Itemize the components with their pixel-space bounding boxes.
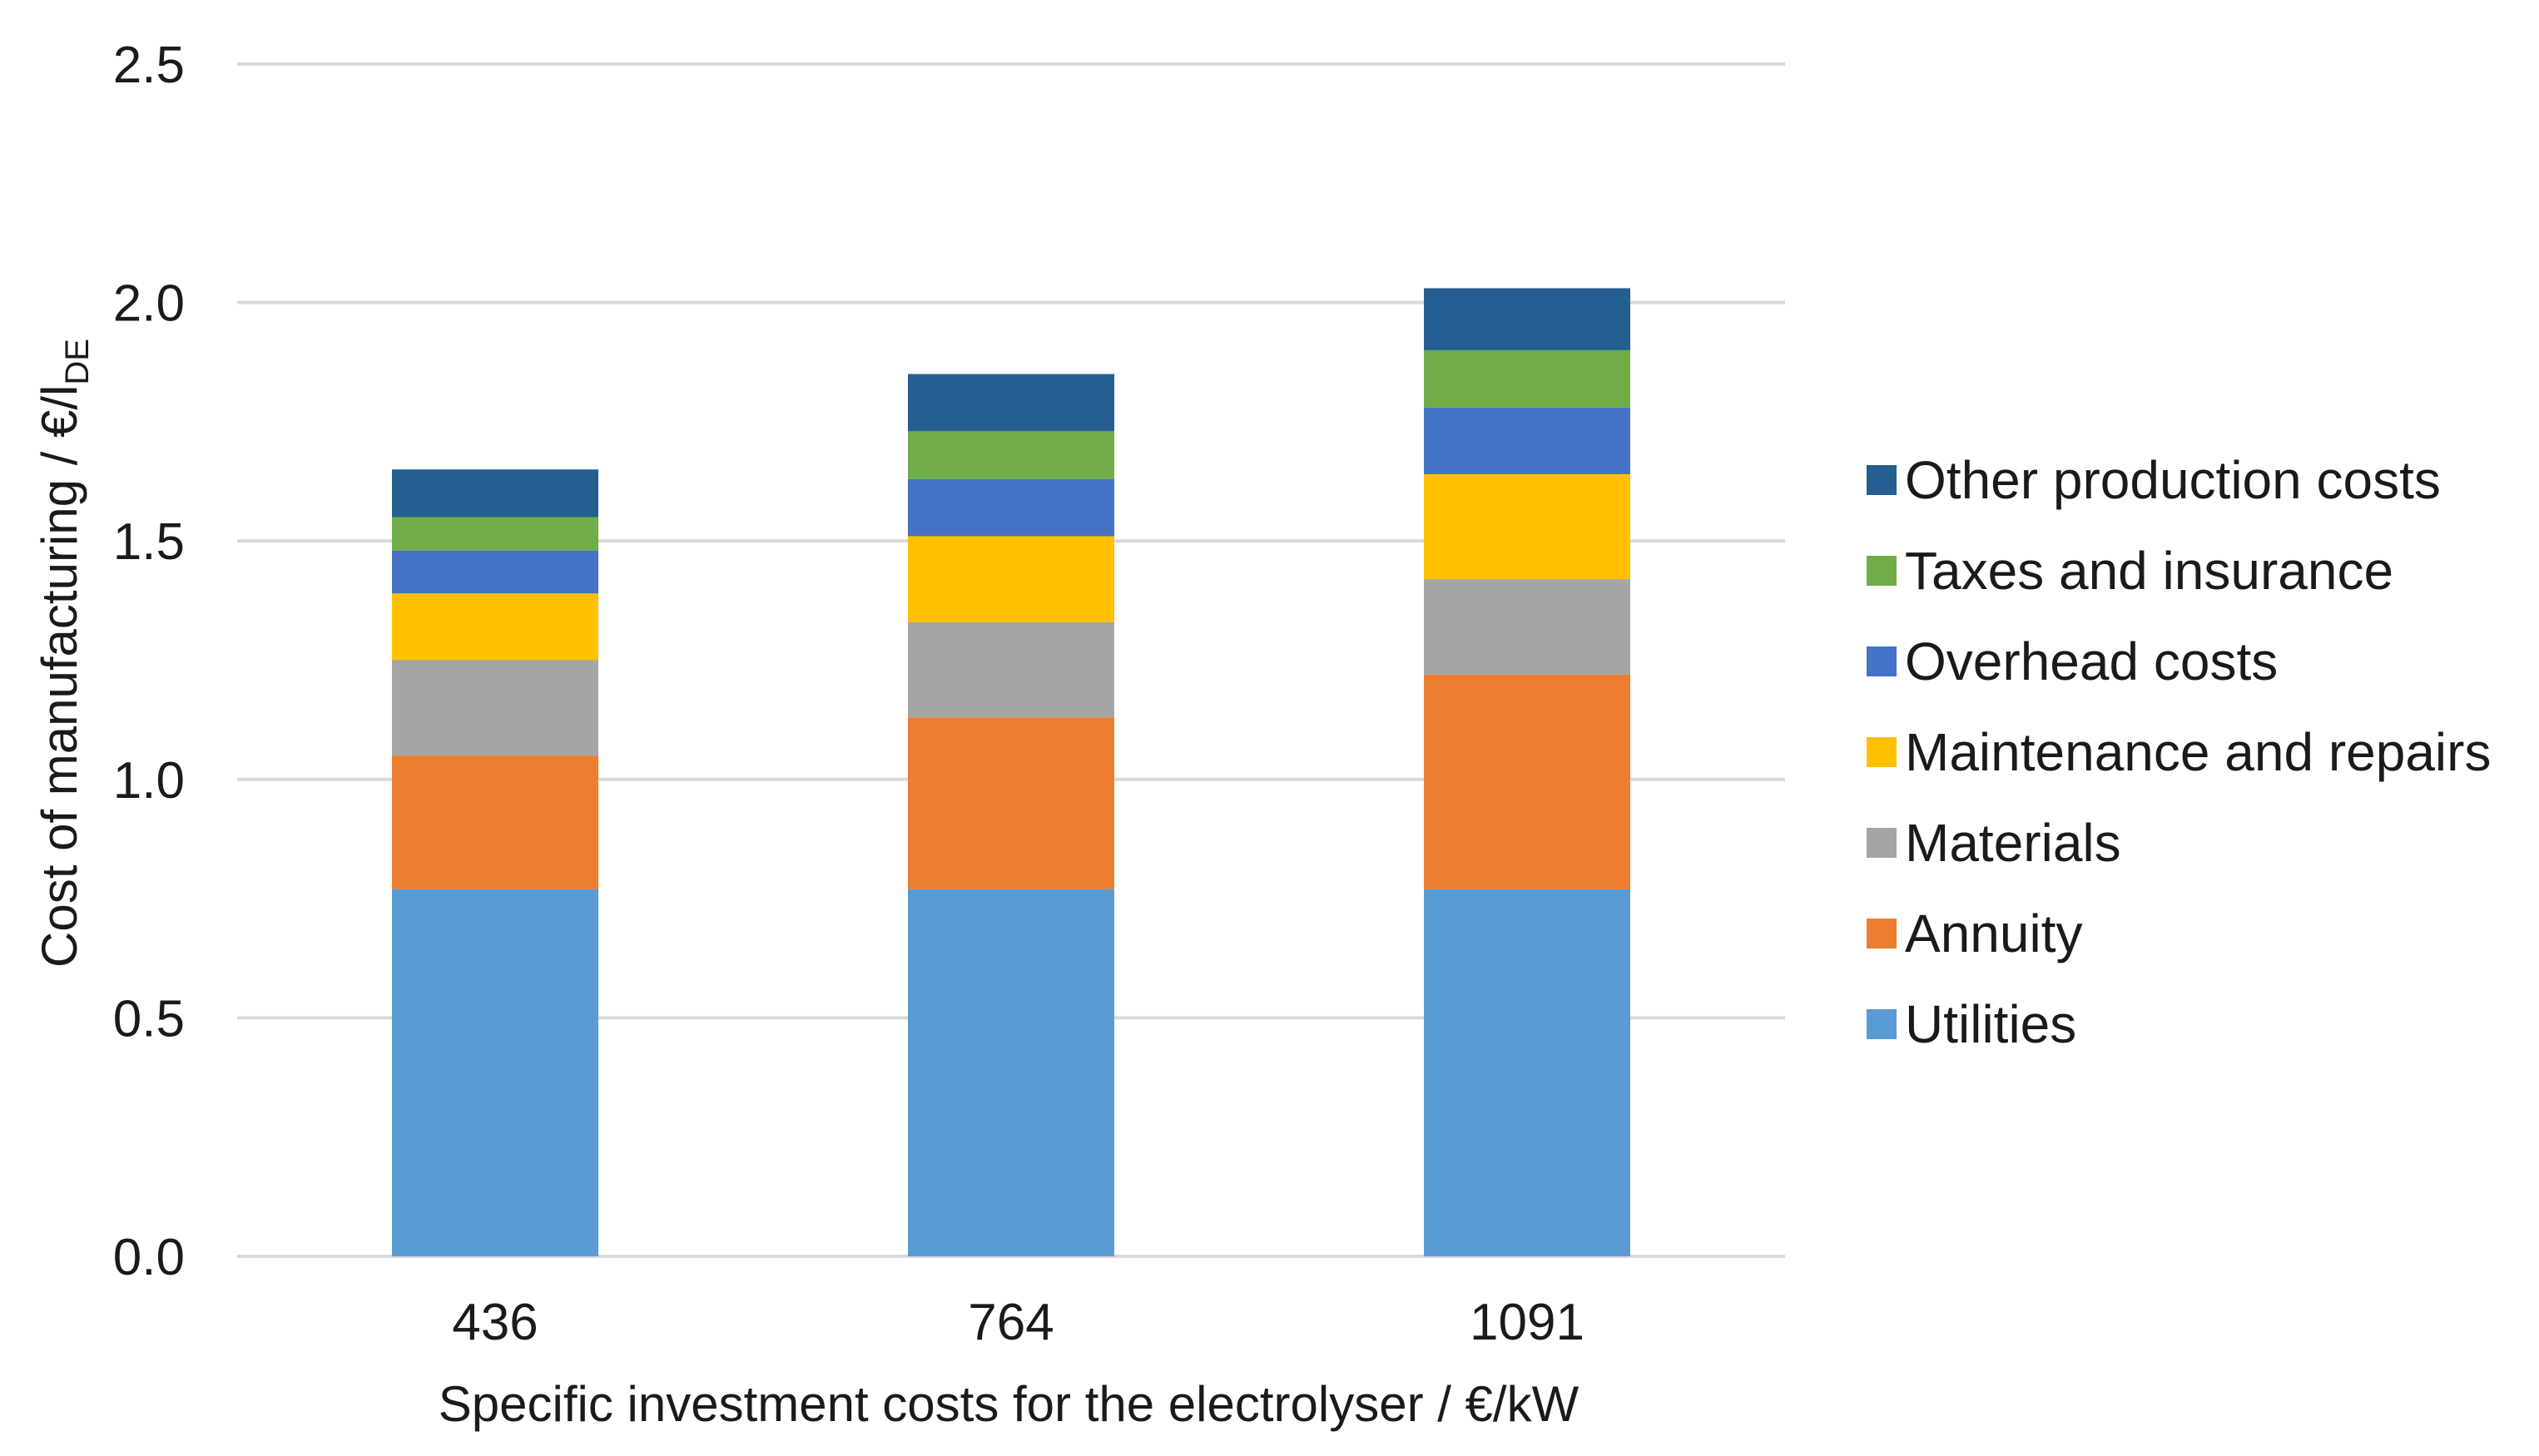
- bar-segment-annuity-1091: [1424, 674, 1630, 889]
- legend-swatch-overhead-costs: [1867, 646, 1897, 676]
- bar-segment-overhead-costs-1091: [1424, 407, 1630, 474]
- bar-segment-maintenance-and-repairs-1091: [1424, 473, 1630, 580]
- y-tick-label: 0.5: [113, 990, 185, 1047]
- bar-segment-other-production-costs-764: [908, 374, 1114, 432]
- x-tick-label: 436: [452, 1294, 538, 1351]
- bar-segment-maintenance-and-repairs-764: [908, 536, 1114, 622]
- x-tick-label: 764: [968, 1294, 1054, 1351]
- bar-segment-other-production-costs-436: [392, 469, 598, 518]
- bar-segment-materials-436: [392, 660, 598, 756]
- y-axis-title-main: Cost of manufacturing / €/l: [32, 385, 87, 968]
- bar-segment-materials-764: [908, 622, 1114, 718]
- legend: Other production costs Taxes and insuranc…: [1867, 450, 2491, 1054]
- bar-segment-overhead-costs-764: [908, 478, 1114, 537]
- legend-label: Maintenance and repairs: [1905, 722, 2491, 782]
- bar-segment-taxes-and-insurance-436: [392, 517, 598, 551]
- legend-swatch-materials: [1867, 828, 1897, 858]
- bar-segment-maintenance-and-repairs-436: [392, 593, 598, 661]
- bar-segment-utilities-764: [908, 889, 1114, 1256]
- y-axis-title-subscript: DE: [59, 339, 96, 385]
- legend-label: Annuity: [1905, 904, 2082, 963]
- y-tick-label: 2.5: [113, 37, 185, 94]
- legend-label: Taxes and insurance: [1905, 541, 2393, 601]
- bars: [392, 288, 1630, 1256]
- bar-segment-overhead-costs-436: [392, 550, 598, 594]
- bar-segment-taxes-and-insurance-764: [908, 431, 1114, 479]
- bar-segment-other-production-costs-1091: [1424, 288, 1630, 350]
- y-tick-label: 0.0: [113, 1229, 185, 1286]
- bar-segment-utilities-436: [392, 889, 598, 1256]
- bar-segment-materials-1091: [1424, 579, 1630, 675]
- legend-swatch-other-production-costs: [1867, 465, 1897, 495]
- legend-swatch-taxes-and-insurance: [1867, 556, 1897, 586]
- legend-label: Overhead costs: [1905, 631, 2278, 691]
- y-tick-label: 1.0: [113, 752, 185, 810]
- x-axis-ticks: 436 764 1091: [452, 1294, 1584, 1351]
- y-axis-ticks: 0.0 0.5 1.0 1.5 2.0 2.5: [113, 37, 185, 1286]
- legend-swatch-maintenance-and-repairs: [1867, 737, 1897, 767]
- y-tick-label: 2.0: [113, 275, 185, 333]
- bar-segment-taxes-and-insurance-1091: [1424, 349, 1630, 408]
- y-tick-label: 1.5: [113, 513, 185, 571]
- legend-label: Utilities: [1905, 994, 2076, 1054]
- legend-label: Materials: [1905, 813, 2121, 873]
- bar-segment-annuity-764: [908, 717, 1114, 889]
- bar-segment-annuity-436: [392, 755, 598, 889]
- x-axis-title: Specific investment costs for the electr…: [439, 1376, 1579, 1432]
- bar-segment-utilities-1091: [1424, 889, 1630, 1256]
- legend-label: Other production costs: [1905, 450, 2441, 510]
- legend-swatch-utilities: [1867, 1009, 1897, 1039]
- y-axis-title: Cost of manufacturing / €/lDE: [32, 339, 96, 968]
- legend-swatch-annuity: [1867, 919, 1897, 948]
- x-tick-label: 1091: [1470, 1294, 1584, 1351]
